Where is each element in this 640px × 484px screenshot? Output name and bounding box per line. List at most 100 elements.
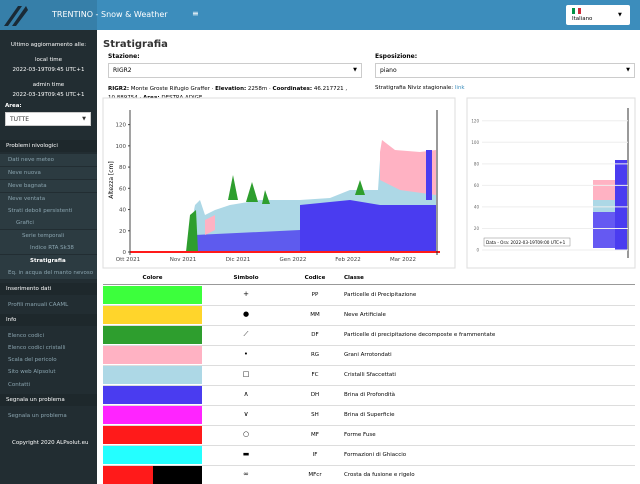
menu-item[interactable]: Segnala un problema <box>0 410 97 422</box>
menu-item[interactable]: Scala del pericolo <box>0 354 97 366</box>
code: MM <box>310 312 320 318</box>
exposure-value: piano <box>380 67 397 74</box>
color-swatch <box>103 406 202 424</box>
header-cell: Classe <box>344 275 364 281</box>
table-row: + PP Particelle di Precipitazione <box>103 285 635 306</box>
color-cell <box>103 406 202 424</box>
symbol: ○ <box>242 430 250 438</box>
menu-label: Sito web Alpsolut <box>8 369 56 375</box>
color-swatch <box>103 426 202 444</box>
menu-item[interactable]: Stratigrafia <box>0 255 97 267</box>
local-time-label: local time <box>35 57 62 63</box>
area-select[interactable]: TUTTE ▼ <box>5 112 91 126</box>
menu-label: Neve ventata <box>8 196 46 202</box>
menu-item[interactable]: Neve ventata <box>0 193 97 205</box>
menu-item[interactable]: Neve bagnata <box>0 180 97 192</box>
header-cell: Simbolo <box>233 275 259 281</box>
menu-item[interactable]: Strati deboli persistenti <box>0 205 97 217</box>
logo[interactable] <box>0 0 97 30</box>
exposure-label: Esposizione: <box>375 53 418 60</box>
code: MFcr <box>308 472 322 478</box>
class: Crosta da fusione e rigelo <box>344 472 415 478</box>
caret: ▼ <box>618 12 622 18</box>
code: SH <box>311 412 319 418</box>
sidebar: Ultimo aggiornamento alle: local time 20… <box>0 30 97 484</box>
color-swatch <box>103 386 202 404</box>
menu-item[interactable]: Sito web Alpsolut <box>0 366 97 378</box>
menu-item[interactable]: Contatti <box>0 379 97 391</box>
menu-section[interactable]: Problemi nivologici <box>0 140 97 152</box>
info-part: Elevation: <box>215 86 247 92</box>
local-time: 2022-03-19T09:45 UTC+1 <box>12 67 85 73</box>
menu-item[interactable]: Dati neve meteo <box>0 154 97 166</box>
symbol: ▬ <box>242 450 250 458</box>
color-swatch <box>103 446 202 464</box>
menu-item[interactable]: Elenco codici cristalli <box>0 342 97 354</box>
code: RG <box>310 352 320 358</box>
y-tick-label: 20 <box>474 226 480 231</box>
color-cell <box>103 446 202 464</box>
menu-toggle[interactable]: ≡ <box>192 9 199 18</box>
color-cell <box>103 286 202 304</box>
header-cell: Colore <box>142 275 163 281</box>
language: Italiano <box>572 16 593 22</box>
table-row: ⟋ DF Particelle di precipitazione decompos… <box>103 325 635 346</box>
menu-section[interactable]: Inserimento dati <box>0 283 97 295</box>
copyright: Copyright 2020 ALPsolut.eu <box>12 440 89 446</box>
menu-item[interactable]: Grafici <box>0 217 97 229</box>
menu-item[interactable]: Neve nuova <box>0 167 97 179</box>
area-value: TUTTE <box>10 116 30 123</box>
color-cell <box>103 386 202 404</box>
top-bar <box>0 0 640 30</box>
code: MF <box>311 432 319 438</box>
table-header: Colore Simbolo Codice Classe <box>103 272 635 285</box>
menu-item[interactable]: Elenco codici <box>0 330 97 342</box>
menu-section[interactable]: Info <box>0 314 97 326</box>
exposure-select[interactable]: piano ▼ <box>375 63 635 78</box>
info-part: 2258m · <box>246 86 273 92</box>
station-select[interactable]: RIGR2 ▼ <box>108 63 362 78</box>
class: Formazioni di Ghiaccio <box>344 452 407 458</box>
menu-label: Inserimento dati <box>6 286 52 292</box>
y-tick-label: 0 <box>476 248 479 253</box>
menu-item[interactable]: Profili manuali CAAML <box>0 299 97 311</box>
menu-item[interactable]: Indice RTA Sk38 <box>0 242 97 254</box>
station-label: Stazione: <box>108 53 140 60</box>
symbol: + <box>243 290 249 298</box>
info-part: RIGR2: <box>108 86 130 92</box>
menu-label: Elenco codici <box>8 333 44 339</box>
symbol: ⟋ <box>243 330 249 338</box>
menu-label: Segnala un problema <box>6 397 65 403</box>
symbol: ∞ <box>243 470 249 478</box>
color-swatch <box>103 366 202 384</box>
color-cell <box>103 366 202 384</box>
menu-label: Stratigrafia <box>30 258 66 264</box>
y-tick-label: 120 <box>471 118 479 123</box>
code: DH <box>310 392 320 398</box>
code: PP <box>311 292 319 298</box>
symbol: ∨ <box>243 410 249 418</box>
color-cell <box>103 426 202 444</box>
class: Forme Fuse <box>344 432 376 438</box>
menu-item[interactable]: Eq. in acqua del manto nevoso <box>0 267 97 279</box>
y-tick-label: 120 <box>116 123 127 129</box>
menu-section[interactable]: Segnala un problema <box>0 394 97 406</box>
flag <box>572 8 581 14</box>
table-row: ∞ MFcr Crosta da fusione e rigelo <box>103 465 635 484</box>
x-tick-label: Feb 2022 <box>335 257 360 263</box>
niviz-link[interactable]: link <box>454 85 465 91</box>
table-row: ○ MF Forme Fuse <box>103 425 635 446</box>
class: Neve Artificiale <box>344 312 386 318</box>
color-swatch <box>103 306 202 324</box>
menu-label: Segnala un problema <box>8 413 67 419</box>
y-tick-label: 100 <box>471 140 479 145</box>
menu-label: Dati neve meteo <box>8 157 54 163</box>
language-select[interactable]: Italiano ▼ <box>566 5 630 25</box>
menu-item[interactable]: Serie temporali <box>0 230 97 242</box>
class: Particelle di precipitazione decomposte … <box>344 332 496 338</box>
symbol: ● <box>242 310 250 318</box>
legend: Data - Ora: 2022-03-19T09:00 UTC+1 <box>486 240 566 245</box>
class: Brina di Superficie <box>344 412 395 418</box>
